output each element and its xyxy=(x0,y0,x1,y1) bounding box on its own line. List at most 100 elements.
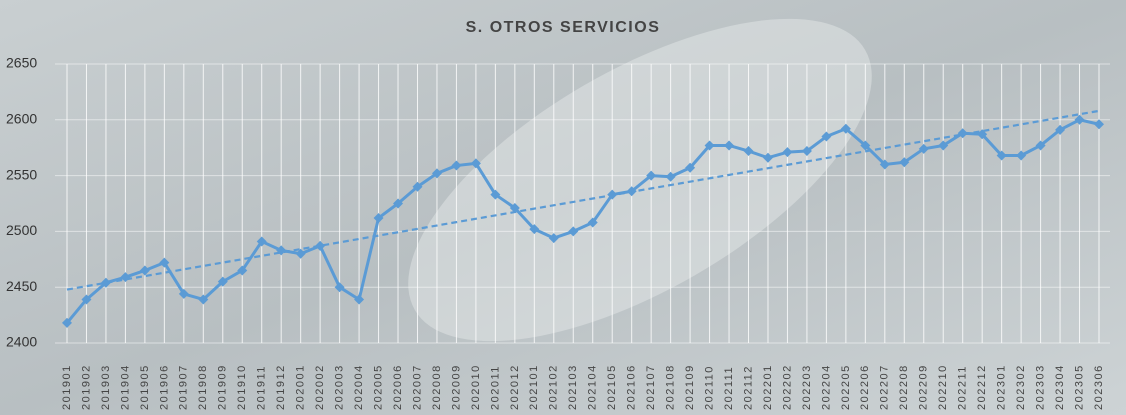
y-tick-label: 2450 xyxy=(6,278,37,294)
x-tick-label: 201903 xyxy=(100,364,112,410)
y-tick-label: 2650 xyxy=(6,55,37,71)
data-point xyxy=(139,265,150,276)
x-tick-label: 202101 xyxy=(528,364,540,410)
data-point xyxy=(977,129,988,140)
data-point xyxy=(899,157,910,168)
data-point xyxy=(568,226,579,237)
data-point xyxy=(431,168,442,179)
x-tick-label: 202302 xyxy=(1015,364,1027,410)
x-tick-label: 201907 xyxy=(178,364,190,410)
data-point xyxy=(1035,140,1046,151)
x-tick-label: 202301 xyxy=(996,364,1008,410)
x-tick-label: 202306 xyxy=(1093,364,1105,410)
data-point xyxy=(743,146,754,157)
data-point xyxy=(256,236,267,247)
data-point xyxy=(665,171,676,182)
x-tick-label: 201902 xyxy=(80,364,92,410)
x-tick-label: 202210 xyxy=(937,364,949,410)
x-tick-label: 202011 xyxy=(489,365,501,410)
x-tick-label: 202111 xyxy=(723,366,735,410)
x-tick-label: 201901 xyxy=(61,364,73,410)
x-tick-label: 202304 xyxy=(1054,364,1066,410)
x-tick-label: 202107 xyxy=(645,364,657,410)
x-tick-label: 202209 xyxy=(918,364,930,410)
data-point xyxy=(529,224,540,235)
data-point xyxy=(295,248,306,259)
x-tick-label: 202203 xyxy=(801,364,813,410)
data-point xyxy=(685,162,696,173)
x-tick-label: 201909 xyxy=(217,364,229,410)
data-point xyxy=(373,213,384,224)
data-point xyxy=(1094,119,1104,130)
x-tick-label: 202112 xyxy=(742,365,754,410)
y-tick-label: 2500 xyxy=(6,222,37,238)
x-tick-label: 202110 xyxy=(703,365,715,410)
x-tick-label: 202005 xyxy=(372,364,384,410)
data-point xyxy=(938,140,949,151)
x-tick-label: 202009 xyxy=(450,364,462,410)
data-point xyxy=(62,317,72,328)
data-point xyxy=(178,288,189,299)
data-point xyxy=(451,160,462,171)
data-point xyxy=(762,152,773,163)
data-point xyxy=(276,245,287,256)
x-tick-label: 202010 xyxy=(470,364,482,410)
data-point xyxy=(840,123,851,134)
data-point xyxy=(626,186,637,197)
data-point xyxy=(393,198,404,209)
y-tick-label: 2550 xyxy=(6,166,37,182)
data-point xyxy=(821,131,832,142)
x-tick-label: 202102 xyxy=(548,364,560,410)
data-point xyxy=(315,240,326,251)
x-tick-label: 201908 xyxy=(197,364,209,410)
data-point xyxy=(1016,150,1027,161)
data-point xyxy=(587,217,598,228)
x-tick-label: 202001 xyxy=(295,364,307,410)
x-tick-label: 202106 xyxy=(626,364,638,410)
data-point xyxy=(918,143,929,154)
x-tick-label: 201912 xyxy=(275,364,287,410)
data-point xyxy=(1055,124,1066,135)
x-tick-label: 202201 xyxy=(762,364,774,410)
x-tick-label: 201911 xyxy=(256,365,268,410)
trendline xyxy=(66,109,1100,291)
data-point xyxy=(237,265,248,276)
data-point xyxy=(724,140,735,151)
y-tick-label: 2400 xyxy=(6,334,37,350)
x-tick-label: 202004 xyxy=(353,364,365,410)
data-point xyxy=(412,181,423,192)
data-point xyxy=(470,158,481,169)
x-tick-label: 202007 xyxy=(411,364,423,410)
x-tick-label: 202008 xyxy=(431,364,443,410)
data-point xyxy=(490,189,501,200)
data-point xyxy=(1074,114,1085,125)
x-tick-label: 202202 xyxy=(781,364,793,410)
x-tick-label: 202212 xyxy=(976,364,988,410)
data-point xyxy=(607,189,618,200)
x-tick-label: 201904 xyxy=(119,364,131,410)
x-tick-label: 202206 xyxy=(859,364,871,410)
data-point xyxy=(957,128,968,139)
x-tick-label: 202012 xyxy=(509,364,521,410)
data-point xyxy=(996,150,1007,161)
x-tick-label: 202208 xyxy=(898,364,910,410)
data-point xyxy=(646,170,657,181)
x-tick-label: 202207 xyxy=(879,364,891,410)
data-point xyxy=(81,294,92,305)
data-point xyxy=(509,202,520,213)
data-point xyxy=(120,272,131,283)
x-tick-label: 202003 xyxy=(334,364,346,410)
chart-title: S. OTROS SERVICIOS xyxy=(466,19,661,36)
data-point xyxy=(860,140,871,151)
background-leaf xyxy=(408,18,872,342)
data-point xyxy=(217,276,228,287)
x-tick-label: 202105 xyxy=(606,364,618,410)
x-tick-label: 201910 xyxy=(236,364,248,410)
data-point xyxy=(198,294,209,305)
data-point xyxy=(782,147,793,158)
x-tick-label: 202211 xyxy=(957,365,969,410)
x-tick-label: 202002 xyxy=(314,364,326,410)
data-point xyxy=(100,277,111,288)
x-tick-label: 202205 xyxy=(840,364,852,410)
